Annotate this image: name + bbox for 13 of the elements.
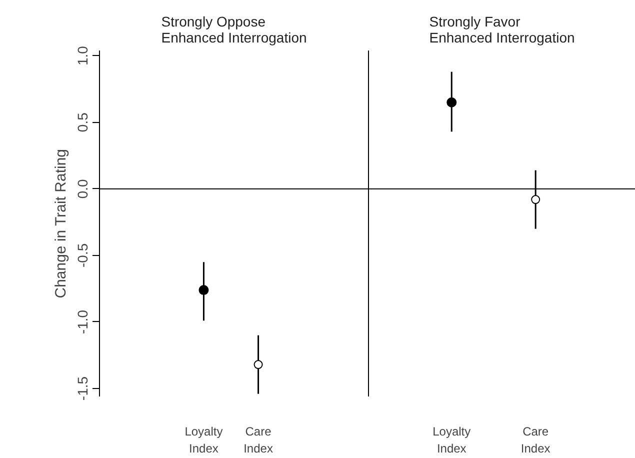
- y-tick-label: 0.5: [74, 112, 90, 132]
- y-tick-label: -1.5: [74, 376, 90, 401]
- chart-title: Strongly Favor Enhanced Interrogation: [429, 14, 575, 46]
- x-tick-label: Care Index: [244, 424, 273, 456]
- x-tick-label: Care Index: [520, 424, 550, 456]
- y-tick-label: 0.0: [74, 178, 90, 199]
- chart-title: Strongly Oppose Enhanced Interrogation: [161, 14, 307, 46]
- y-tick-label: 1.0: [74, 46, 90, 66]
- x-tick-label: Loyalty Index: [432, 424, 471, 456]
- y-tick-label: -0.5: [74, 243, 90, 268]
- x-tick-label: Loyalty Index: [184, 424, 223, 456]
- y-axis-title: Change in Trait Rating: [52, 148, 70, 298]
- y-tick-label: -1.0: [74, 310, 90, 334]
